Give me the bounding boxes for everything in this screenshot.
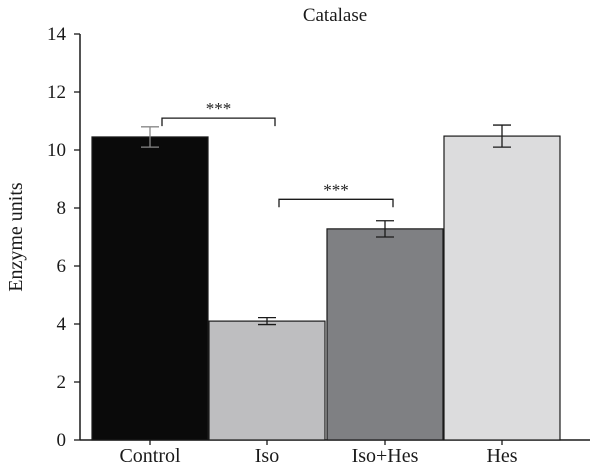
y-tick-label: 14 xyxy=(47,24,67,45)
y-tick-label: 8 xyxy=(57,198,67,219)
y-tick-label: 6 xyxy=(57,256,67,277)
significance-bracket xyxy=(161,117,276,127)
significance-annotations: *** *** xyxy=(161,99,394,208)
y-tick-label: 10 xyxy=(47,140,66,161)
bar-iso xyxy=(208,320,326,441)
axes: 0 2 4 6 8 10 12 14 Control Iso Iso+Hes Hes xyxy=(47,24,590,467)
y-tick-label: 4 xyxy=(57,314,67,335)
bar-hes xyxy=(443,135,561,441)
significance-label: *** xyxy=(206,99,232,118)
chart-title: Catalase xyxy=(303,5,367,26)
bar-iso-hes xyxy=(326,228,444,441)
significance-label: *** xyxy=(323,180,349,199)
bar-control xyxy=(91,136,209,441)
x-tick-label: Control xyxy=(119,445,181,467)
y-axis-label: Enzyme units xyxy=(5,182,27,292)
x-tick-label: Hes xyxy=(486,445,517,467)
y-tick-label: 0 xyxy=(57,430,67,451)
significance-bracket xyxy=(278,198,394,208)
y-tick-label: 12 xyxy=(47,82,66,103)
bars xyxy=(91,124,561,441)
x-tick-label: Iso+Hes xyxy=(352,445,419,467)
x-tick-label: Iso xyxy=(255,445,279,467)
y-tick-label: 2 xyxy=(57,372,67,393)
